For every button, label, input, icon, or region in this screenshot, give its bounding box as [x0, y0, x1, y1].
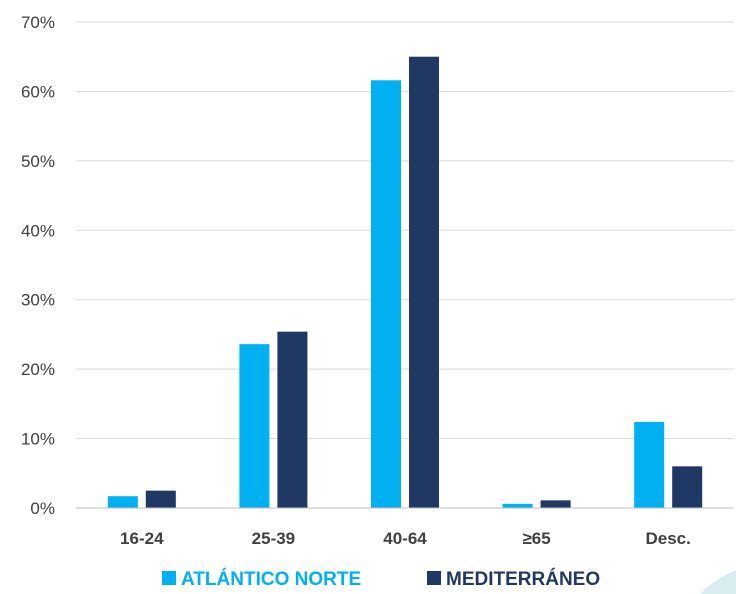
y-tick-label: 50%: [21, 152, 55, 171]
y-tick-label: 70%: [21, 13, 55, 32]
bar-mediterraneo: [277, 331, 308, 508]
gridlines: [76, 21, 734, 440]
legend: ATLÁNTICO NORTE MEDITERRÁNEO: [162, 568, 600, 590]
bar-mediterraneo: [672, 466, 703, 508]
y-tick-label: 60%: [21, 82, 55, 101]
y-tick-label: 40%: [21, 221, 55, 240]
x-category-label: 40-64: [383, 529, 427, 548]
legend-label: MEDITERRÁNEO: [446, 568, 600, 590]
y-tick-label: 10%: [21, 430, 55, 449]
bar-atlantico-norte: [634, 421, 665, 508]
bar-mediterraneo: [409, 56, 439, 508]
legend-swatch: [162, 571, 176, 585]
x-axis-categories: 16-24 25-39 40-64 ≥65 Desc.: [120, 529, 691, 548]
legend-swatch: [427, 571, 441, 585]
x-category-label: ≥65: [522, 529, 550, 548]
decorative-swoosh: [700, 570, 736, 594]
bar-atlantico-norte: [502, 503, 533, 508]
bar-atlantico-norte: [371, 80, 401, 508]
x-category-label: 25-39: [252, 529, 295, 548]
y-tick-label: 0%: [30, 499, 55, 518]
x-category-label: Desc.: [646, 529, 691, 548]
bars: [107, 56, 703, 508]
legend-label: ATLÁNTICO NORTE: [181, 568, 361, 590]
y-axis-ticks: 0% 10% 20% 30% 40% 50% 60% 70%: [21, 13, 55, 518]
x-category-label: 16-24: [120, 529, 164, 548]
bar-atlantico-norte: [239, 344, 270, 508]
bar-mediterraneo: [145, 490, 176, 508]
y-tick-label: 20%: [21, 360, 55, 379]
y-tick-label: 30%: [21, 291, 55, 310]
bar-mediterraneo: [540, 500, 571, 508]
bar-atlantico-norte: [107, 496, 138, 508]
